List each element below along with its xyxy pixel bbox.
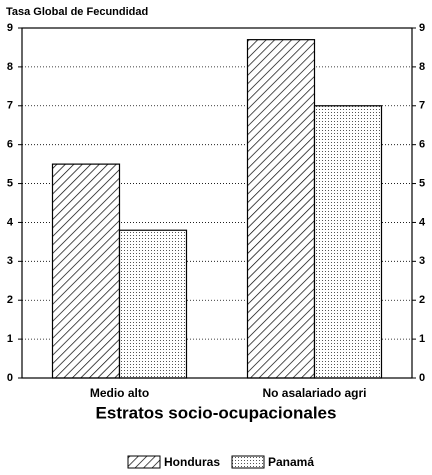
bar: [313, 105, 383, 379]
y-tick-label: 2: [7, 294, 13, 306]
y-tick-label: 6: [7, 139, 13, 151]
legend-label: Panamá: [268, 455, 314, 469]
y-tick-label: 5: [7, 177, 13, 189]
y-tick-label: 0: [7, 372, 13, 384]
y2-tick-label: 7: [419, 100, 425, 112]
x-tick-label: Medio alto: [90, 386, 149, 400]
bar: [51, 163, 121, 379]
y-tick-label: 8: [7, 61, 13, 73]
y2-tick-label: 9: [419, 22, 425, 34]
bar: [246, 39, 316, 379]
legend-swatch: [231, 455, 265, 469]
y-tick-label: 9: [7, 22, 13, 34]
y2-tick-label: 4: [419, 216, 426, 228]
y-tick-label: 4: [7, 216, 14, 228]
y2-tick-label: 1: [419, 333, 425, 345]
y2-tick-label: 8: [419, 61, 425, 73]
y-tick-label: 1: [7, 333, 13, 345]
chart-title: Tasa Global de Fecundidad: [6, 6, 148, 18]
bar: [118, 229, 188, 379]
x-axis-label: Estratos socio-ocupacionales: [96, 403, 337, 422]
x-tick-label: No asalariado agri: [262, 386, 366, 400]
y2-tick-label: 0: [419, 372, 425, 384]
legend-label: Honduras: [164, 455, 220, 469]
y2-tick-label: 5: [419, 177, 425, 189]
y2-tick-label: 3: [419, 255, 425, 267]
legend-swatch: [127, 455, 161, 469]
y2-tick-label: 6: [419, 139, 425, 151]
y2-tick-label: 2: [419, 294, 425, 306]
y-tick-label: 3: [7, 255, 13, 267]
y-tick-label: 7: [7, 100, 13, 112]
plot-frame: [21, 27, 413, 379]
